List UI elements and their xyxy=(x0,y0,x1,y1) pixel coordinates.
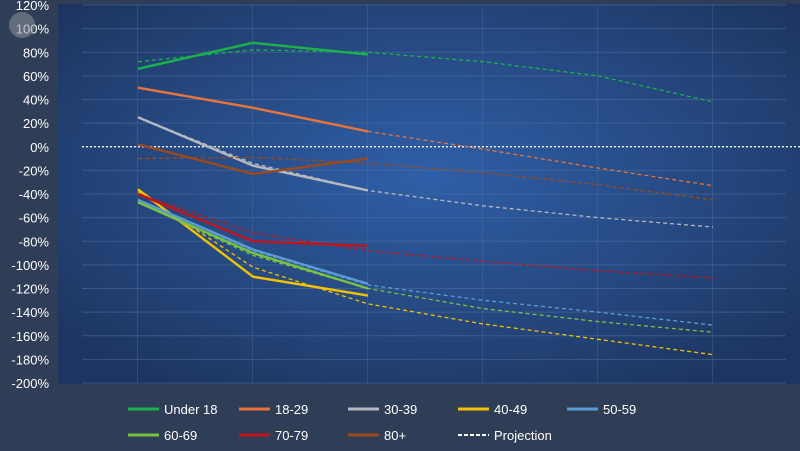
y-tick-label: -40% xyxy=(19,187,50,202)
y-tick-label: 60% xyxy=(23,69,49,84)
y-tick-label: -180% xyxy=(11,352,49,367)
legend-label: 40-49 xyxy=(494,402,527,417)
series-under-18 xyxy=(137,41,714,103)
y-tick-label: -120% xyxy=(11,282,49,297)
y-tick-label: 20% xyxy=(23,116,49,131)
series-line xyxy=(137,143,369,176)
legend-item: 18-29 xyxy=(239,402,308,417)
y-tick-label: -140% xyxy=(11,305,49,320)
series-60-69 xyxy=(137,201,714,333)
y-tick-label: -80% xyxy=(19,234,50,249)
legend-label: 50-59 xyxy=(603,402,636,417)
projection-line xyxy=(137,49,714,103)
legend-label: Projection xyxy=(494,428,552,443)
legend-item: Projection xyxy=(458,428,552,443)
legend-item: Under 18 xyxy=(128,402,217,417)
legend-label: 18-29 xyxy=(275,402,308,417)
legend-item: 80+ xyxy=(348,428,406,443)
series-line xyxy=(137,198,369,285)
series-line xyxy=(137,86,369,133)
legend-item: 40-49 xyxy=(458,402,527,417)
series-80- xyxy=(137,143,714,201)
y-tick-label: -100% xyxy=(11,258,49,273)
projection-line xyxy=(137,156,714,201)
series-line xyxy=(137,201,369,290)
y-tick-label: -60% xyxy=(19,211,50,226)
y-axis-tick-labels: 120%100%80%60%40%20%0%-20%-40%-60%-80%-1… xyxy=(11,0,49,391)
legend-item: 70-79 xyxy=(239,428,308,443)
legend-label: 80+ xyxy=(384,428,406,443)
series-30-39 xyxy=(137,116,714,228)
y-tick-label: 120% xyxy=(16,0,50,13)
legend: Under 18 18-29 30-39 40-49 50-59 60-69 70-79 80… xyxy=(128,402,636,443)
legend-label: 70-79 xyxy=(275,428,308,443)
y-tick-label: -200% xyxy=(11,376,49,391)
projection-line xyxy=(137,199,714,326)
series-lines xyxy=(137,41,714,356)
series-line xyxy=(137,116,369,192)
series-line xyxy=(137,192,369,248)
legend-item: 60-69 xyxy=(128,428,197,443)
y-tick-label: -160% xyxy=(11,329,49,344)
series-70-79 xyxy=(137,192,714,279)
legend-label: 30-39 xyxy=(384,402,417,417)
projection-line xyxy=(137,191,714,356)
projection-line xyxy=(137,193,714,279)
legend-item: 50-59 xyxy=(567,402,636,417)
window-button-icon[interactable] xyxy=(9,12,35,38)
y-tick-label: -20% xyxy=(19,163,50,178)
y-tick-label: 40% xyxy=(23,93,49,108)
legend-label: 60-69 xyxy=(164,428,197,443)
series-line xyxy=(137,41,369,70)
legend-item: 30-39 xyxy=(348,402,417,417)
projection-line xyxy=(137,116,714,228)
series-50-59 xyxy=(137,198,714,326)
series-18-29 xyxy=(137,86,714,187)
y-tick-label: 80% xyxy=(23,45,49,60)
y-tick-label: 0% xyxy=(30,140,49,155)
projection-line xyxy=(137,201,714,333)
projection-line xyxy=(367,130,714,187)
legend-label: Under 18 xyxy=(164,402,217,417)
